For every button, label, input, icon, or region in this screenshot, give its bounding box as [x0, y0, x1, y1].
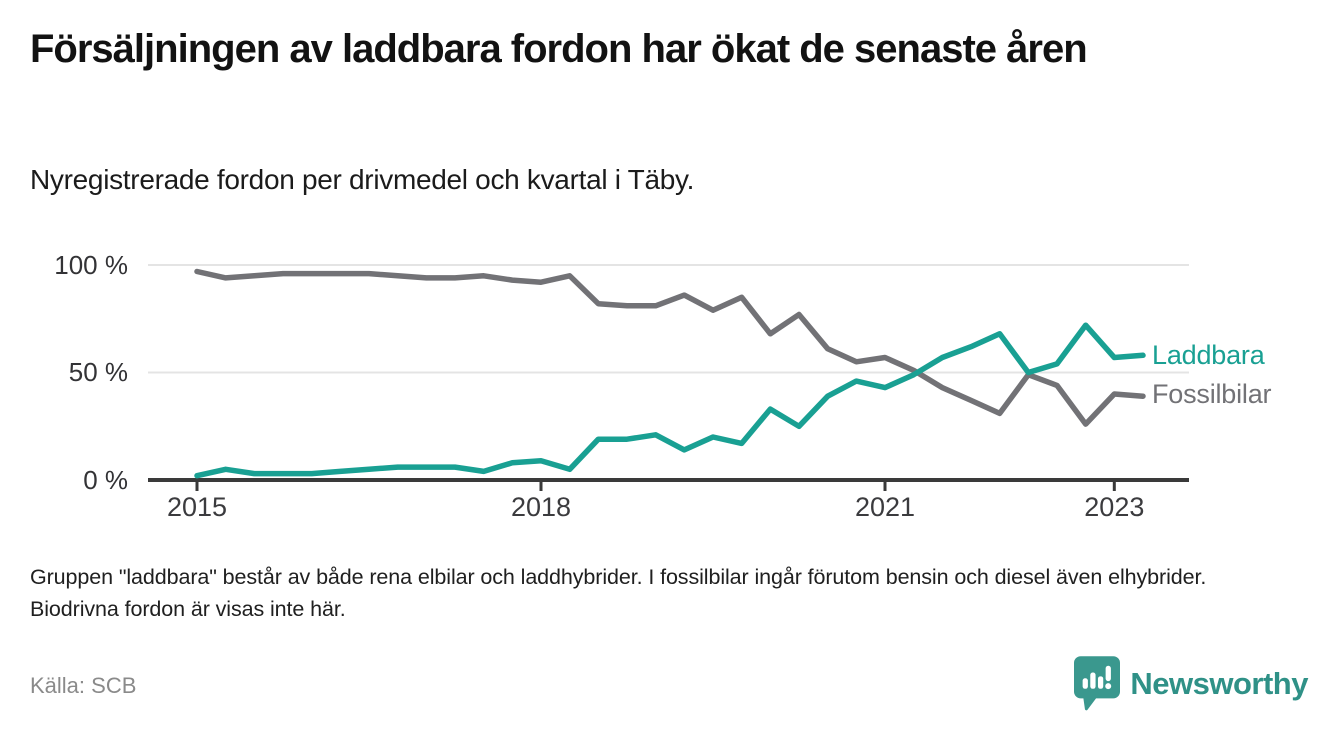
newsworthy-logo-icon: [1074, 656, 1121, 712]
legend-laddbara: Laddbara: [1152, 340, 1265, 370]
gridlines: [148, 264, 1189, 374]
x-axis-label-2023: 2023: [1084, 492, 1145, 522]
newsworthy-branding: Newsworthy: [1074, 656, 1308, 712]
y-axis-label-0: 0 %: [83, 465, 128, 495]
x-axis-label-2021: 2021: [854, 492, 916, 522]
x-axis-label-2018: 2018: [510, 492, 572, 522]
page-title: Försäljningen av laddbara fordon har öka…: [30, 27, 1088, 71]
fossilbilar-line: [194, 268, 1146, 427]
legend-fossilbilar: Fossilbilar: [1152, 379, 1272, 409]
x-axis-label-2015: 2015: [166, 492, 228, 522]
y-axis-label-50: 50 %: [68, 357, 128, 387]
newsworthy-wordmark: Newsworthy: [1130, 666, 1308, 701]
source-credit: Källa: SCB: [30, 673, 137, 698]
chart-subtitle: Nyregistrerade fordon per drivmedel och …: [30, 164, 695, 195]
line-chart: [148, 264, 1189, 491]
footnote: Gruppen "laddbara" består av både rena e…: [30, 565, 1207, 622]
laddbara-line: [194, 322, 1146, 479]
x-axis: [148, 478, 1189, 491]
y-axis-label-100: 100 %: [54, 250, 128, 280]
